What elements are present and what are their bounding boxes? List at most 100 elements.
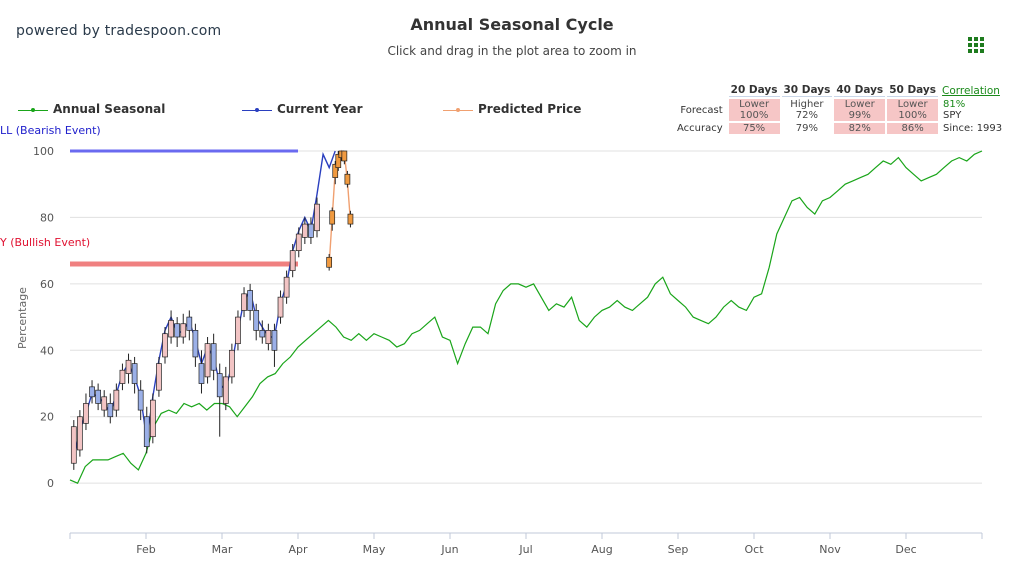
candle xyxy=(168,310,174,344)
candle-body xyxy=(95,389,101,404)
accuracy-cell-20: 75% xyxy=(728,123,780,134)
candle-body xyxy=(180,323,187,338)
candle xyxy=(180,313,187,344)
candle-body xyxy=(101,396,108,411)
x-tick-label: Aug xyxy=(591,543,612,556)
y-axis-ticks: 0 20 40 60 80 100 xyxy=(33,145,54,490)
candle-body xyxy=(192,330,199,358)
candle xyxy=(216,363,223,437)
candle-body xyxy=(277,296,284,318)
chart-title: Annual Seasonal Cycle xyxy=(410,15,614,34)
forecast-row-label: Forecast xyxy=(680,104,723,116)
candle xyxy=(289,244,296,278)
legend-label: Predicted Price xyxy=(478,102,582,116)
accuracy-cell-30: 79% xyxy=(781,123,833,134)
legend-item-current-year[interactable]: Current Year xyxy=(242,102,363,116)
x-tick-label: May xyxy=(363,543,386,556)
candle-body xyxy=(222,376,229,404)
correlation-link[interactable]: Correlation xyxy=(942,84,1000,97)
candle xyxy=(192,323,199,367)
candle xyxy=(265,323,272,351)
x-tick-label: Mar xyxy=(212,543,233,556)
predicted-candle xyxy=(347,210,354,228)
candle-body xyxy=(329,210,336,225)
candle-body xyxy=(283,276,290,298)
predicted-candle xyxy=(326,253,333,271)
candle-body xyxy=(271,330,278,351)
candle xyxy=(149,393,156,444)
candle-body xyxy=(168,320,174,338)
candle-body xyxy=(326,256,333,268)
header-30-days: 30 Days xyxy=(781,84,833,97)
legend-item-annual-seasonal[interactable]: Annual Seasonal xyxy=(18,102,165,116)
candle-body xyxy=(70,426,77,464)
candle xyxy=(70,420,77,470)
candle-body xyxy=(253,310,260,331)
candle xyxy=(101,390,108,417)
candle xyxy=(295,227,302,258)
candle xyxy=(107,393,114,424)
chart-subtitle: Click and drag in the plot area to zoom … xyxy=(387,44,637,58)
candle-body xyxy=(113,389,120,411)
candle xyxy=(204,337,211,384)
candle xyxy=(137,380,144,421)
x-tick-label: Apr xyxy=(288,543,308,556)
candle-body xyxy=(332,163,339,178)
candle xyxy=(186,310,193,341)
x-tick-label: Feb xyxy=(136,543,155,556)
candle-body xyxy=(149,399,156,438)
x-tick-label: Sep xyxy=(668,543,689,556)
candle-body xyxy=(204,343,211,378)
candles xyxy=(70,150,354,470)
y-tick-label: 100 xyxy=(33,145,54,158)
candle-body xyxy=(241,293,247,311)
forecast-table: 20 Days 30 Days 40 Days 50 Days Correlat… xyxy=(672,82,1007,136)
forecast-cell-40: Lower 99% xyxy=(834,99,886,121)
candle xyxy=(162,327,168,364)
accuracy-cell-50: 86% xyxy=(887,123,939,134)
candle-body xyxy=(77,416,83,451)
candle-body xyxy=(198,363,205,384)
candle xyxy=(143,406,150,454)
candle xyxy=(308,217,314,245)
candle-body xyxy=(119,369,126,384)
x-tick-label: Jul xyxy=(518,543,532,556)
candle-body xyxy=(308,223,314,238)
accuracy-cell-40: 82% xyxy=(834,123,886,134)
candle xyxy=(277,290,284,324)
candle xyxy=(77,410,83,457)
candle xyxy=(247,283,253,321)
grid-menu-icon[interactable] xyxy=(968,37,984,53)
header-20-days: 20 Days xyxy=(728,84,780,97)
annual-seasonal-line xyxy=(69,150,983,484)
predicted-candle xyxy=(341,150,348,165)
candle xyxy=(83,393,89,431)
candle xyxy=(235,310,241,351)
y-tick-label: 40 xyxy=(40,344,54,357)
candle xyxy=(198,350,205,394)
candle-body xyxy=(289,250,296,271)
candle-body xyxy=(216,373,223,398)
legend-item-predicted-price[interactable]: Predicted Price xyxy=(443,102,581,116)
x-tick-label: Jun xyxy=(440,543,458,556)
candle xyxy=(314,197,320,238)
candle xyxy=(131,356,138,394)
candle xyxy=(95,383,101,411)
x-tick-label: Dec xyxy=(895,543,916,556)
candle-body xyxy=(335,153,342,168)
forecast-cell-20: Lower 100% xyxy=(728,99,780,121)
candle-body xyxy=(341,150,348,162)
candle-body xyxy=(229,349,235,378)
y-tick-label: 80 xyxy=(40,211,54,224)
brand-text[interactable]: powered by tradespoon.com xyxy=(16,23,222,39)
forecast-cell-50: Lower 100% xyxy=(887,99,939,121)
forecast-cell-30: Higher 72% xyxy=(781,99,833,121)
accuracy-row-label: Accuracy xyxy=(677,123,723,134)
candle-body xyxy=(247,290,253,311)
candle-body xyxy=(186,316,193,331)
legend-swatch-current xyxy=(242,105,272,115)
header-50-days: 50 Days xyxy=(887,84,939,97)
candle xyxy=(253,303,260,341)
event-lines xyxy=(70,149,298,267)
